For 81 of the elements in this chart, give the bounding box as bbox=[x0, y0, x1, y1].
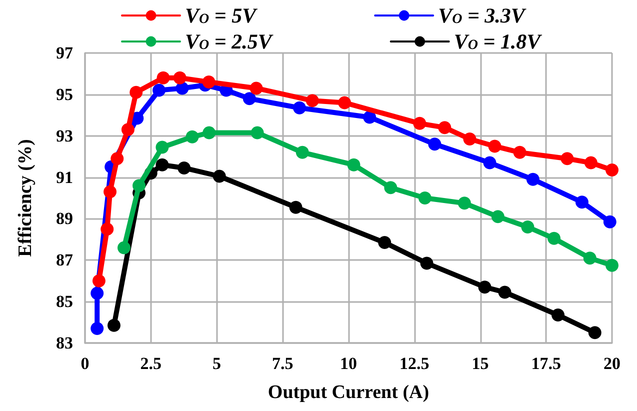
point bbox=[90, 322, 104, 335]
point bbox=[110, 152, 124, 166]
point bbox=[551, 308, 564, 322]
point bbox=[132, 179, 146, 192]
point bbox=[498, 286, 512, 299]
x-tick-label: 5 bbox=[212, 354, 221, 373]
point bbox=[488, 140, 502, 153]
y-tick-label: 93 bbox=[56, 126, 73, 146]
point bbox=[575, 196, 588, 209]
point bbox=[90, 286, 104, 300]
x-tick-label: 2.5 bbox=[140, 354, 162, 373]
point bbox=[156, 71, 170, 84]
point bbox=[118, 241, 130, 254]
x-tick-label: 0 bbox=[80, 354, 90, 373]
point bbox=[202, 76, 216, 88]
point bbox=[420, 256, 434, 270]
legend-label: VO = 2.5V bbox=[185, 30, 274, 54]
point bbox=[202, 126, 216, 140]
point bbox=[483, 156, 496, 170]
point bbox=[156, 140, 169, 154]
point bbox=[463, 132, 476, 146]
point bbox=[186, 130, 199, 144]
y-tick-label: 95 bbox=[56, 84, 73, 104]
x-tick-label: 12.5 bbox=[400, 354, 430, 373]
point bbox=[104, 185, 117, 198]
x-tick-label: 7.5 bbox=[272, 354, 294, 373]
point bbox=[92, 274, 106, 288]
point bbox=[347, 158, 360, 172]
point bbox=[603, 215, 616, 228]
point bbox=[108, 318, 120, 332]
legend-label: VO = 3.3V bbox=[438, 4, 527, 28]
point bbox=[338, 96, 352, 110]
point bbox=[418, 192, 432, 204]
point bbox=[521, 220, 534, 234]
y-axis-title: Efficiency (%) bbox=[15, 139, 36, 257]
y-tick-label: 89 bbox=[56, 209, 73, 228]
point bbox=[178, 161, 191, 174]
point bbox=[242, 92, 256, 106]
point bbox=[588, 326, 602, 340]
y-tick-label: 87 bbox=[56, 250, 74, 270]
point bbox=[152, 84, 166, 97]
point bbox=[413, 116, 426, 130]
point bbox=[384, 181, 398, 194]
point bbox=[560, 152, 574, 166]
point bbox=[212, 170, 226, 183]
point bbox=[438, 121, 452, 134]
point bbox=[130, 86, 143, 99]
y-tick-label: 85 bbox=[56, 292, 73, 312]
point bbox=[606, 164, 618, 177]
point bbox=[478, 280, 492, 294]
point bbox=[428, 138, 442, 151]
point bbox=[156, 158, 169, 172]
point bbox=[363, 110, 376, 124]
y-tick-label: 83 bbox=[56, 334, 73, 352]
point bbox=[583, 252, 596, 265]
x-axis-title: Output Current (A) bbox=[268, 382, 430, 403]
x-tick-label: 17.5 bbox=[531, 354, 561, 373]
point bbox=[526, 172, 540, 186]
point bbox=[121, 123, 134, 136]
point bbox=[173, 71, 186, 84]
legend-label: VO = 1.8V bbox=[454, 30, 543, 54]
x-tick-label: 15 bbox=[472, 354, 489, 373]
point bbox=[293, 101, 306, 114]
point bbox=[548, 232, 561, 245]
point bbox=[250, 82, 263, 95]
point bbox=[606, 258, 618, 272]
x-tick-label: 10 bbox=[340, 354, 357, 373]
point bbox=[250, 126, 264, 140]
legend-label: VO = 5V bbox=[185, 4, 258, 28]
x-tick-label: 20 bbox=[604, 354, 620, 373]
point bbox=[491, 210, 504, 224]
point bbox=[458, 196, 471, 210]
point bbox=[306, 94, 319, 108]
point bbox=[100, 222, 114, 236]
point bbox=[296, 146, 309, 159]
point bbox=[513, 146, 526, 159]
point bbox=[378, 236, 392, 250]
y-tick-label: 91 bbox=[56, 168, 73, 187]
point bbox=[584, 156, 598, 170]
y-tick-label: 97 bbox=[56, 44, 74, 62]
point bbox=[289, 200, 302, 214]
